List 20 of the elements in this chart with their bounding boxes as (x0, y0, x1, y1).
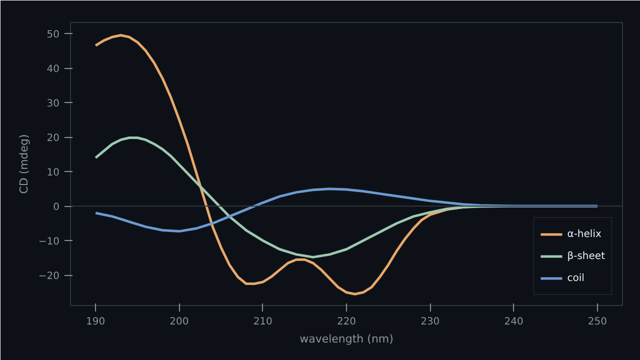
legend-label: β-sheet (567, 250, 605, 262)
y-tick-label: −10 (38, 236, 60, 248)
x-tick-label: 200 (170, 316, 189, 328)
x-tick-label: 250 (588, 316, 607, 328)
x-tick-label: 190 (86, 316, 106, 328)
x-axis-title: wavelength (nm) (300, 332, 394, 346)
x-tick-label: 210 (253, 316, 272, 328)
y-tick-label: 50 (46, 30, 60, 41)
y-tick-label: 0 (53, 202, 60, 214)
legend-label: coil (567, 272, 586, 284)
y-tick-label: 30 (46, 98, 60, 110)
y-axis-title: CD (mdeg) (17, 134, 30, 194)
y-tick-label: 20 (46, 133, 60, 144)
y-tick-label: 40 (46, 64, 60, 76)
x-tick-label: 220 (336, 316, 356, 328)
y-tick-label: 10 (46, 168, 60, 179)
x-tick-label: 240 (504, 316, 524, 328)
x-tick-label: 230 (420, 316, 440, 328)
y-tick-label: −20 (38, 271, 60, 282)
legend-label: α-helix (567, 228, 602, 240)
